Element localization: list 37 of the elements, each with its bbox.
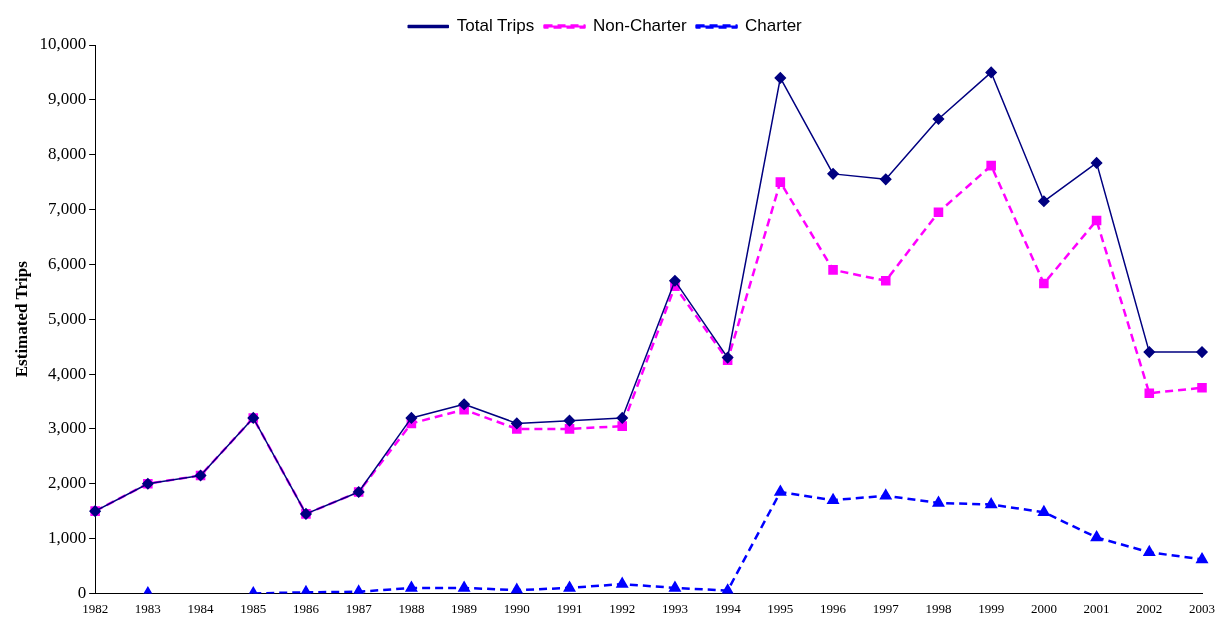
- x-tick-label: 2001: [1083, 600, 1110, 616]
- y-tick-label: 7,000: [47, 198, 87, 218]
- y-tick-label: 6,000: [47, 253, 87, 273]
- x-tick-label: 1991: [556, 600, 583, 616]
- x-tick-label: 1993: [661, 600, 688, 616]
- x-tick-label: 1989: [451, 600, 478, 616]
- x-tick-label: 1995: [767, 600, 794, 616]
- x-tick-label: 2002: [1136, 600, 1163, 616]
- y-tick-label: 0: [77, 582, 87, 602]
- y-tick-label: 3,000: [47, 418, 87, 438]
- legend-label: Charter: [745, 16, 803, 36]
- x-tick-label: 1996: [820, 600, 847, 616]
- x-tick-label: 1988: [398, 600, 425, 616]
- x-tick-label: 1999: [978, 600, 1005, 616]
- y-tick-label: 2,000: [47, 473, 87, 493]
- y-axis-title: Estimated Trips: [11, 260, 31, 378]
- x-tick-label: 1994: [714, 600, 742, 616]
- x-tick-label: 1983: [134, 600, 161, 616]
- y-tick-label: 8,000: [47, 144, 87, 164]
- x-tick-label: 2000: [1030, 600, 1057, 616]
- y-tick-label: 9,000: [47, 89, 87, 109]
- x-tick-label: 1997: [872, 600, 900, 616]
- x-tick-label: 1998: [925, 600, 952, 616]
- y-tick-label: 5,000: [47, 308, 87, 328]
- y-tick-label: 4,000: [47, 363, 87, 383]
- x-tick-label: 1987: [345, 600, 373, 616]
- x-tick-label: 1982: [82, 600, 109, 616]
- y-tick-label: 1,000: [47, 528, 87, 548]
- y-tick-label: 10,000: [39, 34, 87, 54]
- x-tick-label: 1992: [609, 600, 636, 616]
- x-tick-label: 1985: [240, 600, 267, 616]
- x-tick-label: 1984: [187, 600, 215, 616]
- legend-label: Total Trips: [456, 16, 535, 36]
- legend-label: Non-Charter: [593, 16, 687, 36]
- x-tick-label: 1990: [503, 600, 530, 616]
- x-tick-label: 2003: [1189, 600, 1215, 616]
- x-tick-label: 1986: [292, 600, 320, 616]
